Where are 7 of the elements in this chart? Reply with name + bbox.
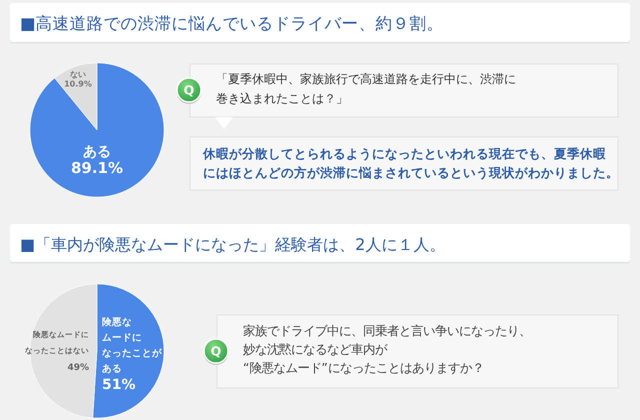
- text: ■「車内が険悪なムードになった」経験者は、2人に１人。: [20, 235, 446, 254]
- text: Q: [184, 82, 194, 98]
- text: 家族でドライブ中に、同乗者と言い争いになったり、妙な沈黙になるなど車内が“険悪なムード”になったことはありますか？: [243, 323, 531, 375]
- text: Q: [210, 344, 222, 358]
- text: 「夏季休暇中、家族旅行で高速道路を走行中に、渋滞に巻き込まれたことは？」: [216, 72, 516, 106]
- text: ■高速道路での渋滞に悩んでいるドライバー、約９割。: [20, 14, 444, 33]
- text: 休暇が分散してとられるようになったといわれる現在でも、夏季休暇にはほとんどの方が渋滞に悩まされているという現状がわかりました。: [202, 146, 619, 180]
